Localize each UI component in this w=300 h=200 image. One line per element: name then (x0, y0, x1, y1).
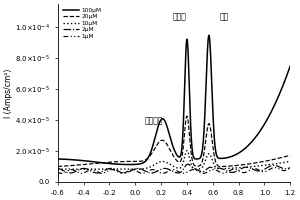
10μM (98, 168, 102, 170)
100μM (247, 144, 251, 146)
2μM (149, 172, 153, 174)
100μM (230, 155, 233, 158)
100μM (98, 161, 102, 164)
10μM (247, 166, 251, 168)
100μM (207, 34, 211, 36)
20μM (98, 162, 102, 164)
20μM (230, 165, 233, 167)
Line: 2μM: 2μM (58, 164, 290, 173)
100μM (207, 34, 211, 37)
1μM (289, 167, 292, 169)
20μM (247, 163, 251, 165)
20μM (289, 154, 292, 156)
Line: 10μM: 10μM (58, 151, 290, 169)
2μM (56, 167, 60, 170)
2μM (145, 171, 148, 173)
100μM (56, 158, 60, 160)
1μM (56, 171, 60, 174)
1μM (247, 169, 251, 172)
20μM (185, 115, 189, 117)
10μM (145, 167, 148, 169)
1μM (273, 166, 276, 169)
20μM (219, 165, 223, 168)
1μM (230, 169, 233, 171)
2μM (207, 166, 211, 169)
10μM (185, 149, 189, 152)
100μM (289, 65, 292, 67)
20μM (56, 165, 60, 168)
Line: 1μM: 1μM (58, 168, 290, 173)
20μM (145, 158, 148, 160)
1μM (196, 170, 199, 172)
2μM (289, 166, 292, 169)
Text: 尿酸: 尿酸 (219, 13, 229, 22)
1μM (98, 172, 102, 174)
2μM (247, 166, 251, 169)
Line: 20μM: 20μM (58, 116, 290, 167)
1μM (145, 171, 148, 173)
Line: 100μM: 100μM (58, 35, 290, 165)
Legend: 100μM, 20μM, 10μM, 2μM, 1μM: 100μM, 20μM, 10μM, 2μM, 1μM (61, 5, 104, 41)
20μM (207, 122, 211, 125)
100μM (127, 163, 130, 166)
10μM (196, 168, 199, 170)
2μM (186, 163, 189, 165)
100μM (145, 159, 148, 161)
Text: 多巴胺: 多巴胺 (173, 13, 187, 22)
10μM (56, 168, 60, 170)
100μM (196, 158, 199, 160)
10μM (289, 160, 292, 163)
10μM (230, 167, 233, 169)
10μM (207, 152, 211, 155)
Y-axis label: I (Amps/cm²): I (Amps/cm²) (4, 68, 13, 118)
Text: 抗坏血酸: 抗坏血酸 (144, 116, 163, 125)
20μM (196, 165, 199, 167)
1μM (59, 172, 63, 175)
1μM (207, 170, 211, 172)
2μM (196, 169, 199, 171)
2μM (98, 171, 102, 174)
2μM (230, 171, 233, 174)
